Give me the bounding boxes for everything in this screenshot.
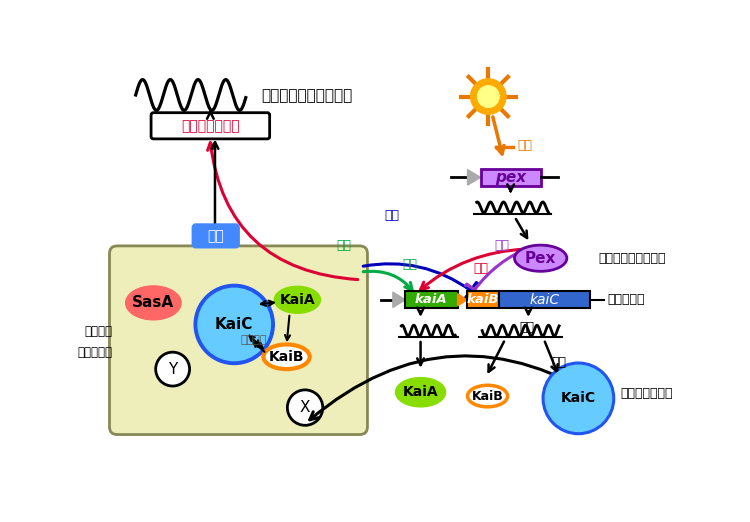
- Text: kaiB: kaiB: [466, 293, 500, 306]
- Text: 時計遠伝子: 時計遠伝子: [607, 293, 644, 306]
- FancyBboxPatch shape: [110, 246, 368, 434]
- Text: 抑制: 抑制: [518, 139, 532, 152]
- Text: 相互作用: 相互作用: [240, 335, 267, 345]
- Circle shape: [545, 365, 611, 432]
- Text: タンパク質: タンパク質: [77, 346, 112, 359]
- FancyBboxPatch shape: [193, 224, 238, 247]
- FancyBboxPatch shape: [466, 291, 499, 309]
- Text: pex: pex: [495, 170, 526, 185]
- Text: KaiB: KaiB: [268, 350, 304, 364]
- Circle shape: [156, 352, 190, 386]
- Text: サーカディアンリズム: サーカディアンリズム: [261, 88, 352, 103]
- Text: 翻訳: 翻訳: [551, 357, 566, 370]
- Text: KaiB: KaiB: [472, 389, 503, 402]
- Text: SasA: SasA: [132, 295, 175, 311]
- Text: X: X: [300, 400, 310, 415]
- Polygon shape: [458, 294, 466, 306]
- Ellipse shape: [514, 245, 567, 271]
- Circle shape: [287, 390, 322, 425]
- Text: kaiC: kaiC: [530, 293, 560, 307]
- Text: KaiC: KaiC: [215, 317, 254, 332]
- Circle shape: [478, 86, 499, 108]
- Ellipse shape: [126, 286, 181, 320]
- Text: 抑制: 抑制: [494, 240, 509, 253]
- FancyBboxPatch shape: [499, 291, 590, 309]
- Polygon shape: [467, 170, 481, 185]
- Text: kaiA: kaiA: [415, 293, 448, 306]
- Text: 促進: 促進: [402, 258, 417, 271]
- Text: 促進: 促進: [336, 240, 351, 253]
- Text: 時計制御遠伝子: 時計制御遠伝子: [181, 119, 240, 133]
- Text: 時計タンパク質: 時計タンパク質: [621, 387, 674, 400]
- FancyBboxPatch shape: [405, 291, 457, 309]
- Ellipse shape: [263, 345, 310, 369]
- Ellipse shape: [274, 287, 320, 313]
- Text: KaiA: KaiA: [403, 385, 439, 399]
- Text: 抑制: 抑制: [385, 209, 400, 222]
- FancyBboxPatch shape: [151, 113, 270, 139]
- Circle shape: [470, 79, 506, 114]
- Polygon shape: [393, 292, 405, 307]
- Text: KaiC: KaiC: [561, 392, 596, 406]
- FancyBboxPatch shape: [481, 169, 541, 186]
- Text: Y: Y: [168, 362, 177, 376]
- Text: 時計関連タンパク質: 時計関連タンパク質: [598, 252, 666, 265]
- Text: 転写: 転写: [519, 321, 534, 334]
- Text: 時計関連: 時計関連: [85, 325, 112, 338]
- Text: Pex: Pex: [525, 251, 556, 266]
- Ellipse shape: [395, 377, 445, 407]
- Ellipse shape: [467, 385, 508, 407]
- Text: KaiA: KaiA: [280, 293, 315, 307]
- Circle shape: [542, 362, 614, 434]
- Circle shape: [194, 284, 274, 364]
- Text: 出力: 出力: [207, 229, 224, 243]
- Circle shape: [198, 288, 271, 361]
- Text: 促進: 促進: [473, 263, 488, 276]
